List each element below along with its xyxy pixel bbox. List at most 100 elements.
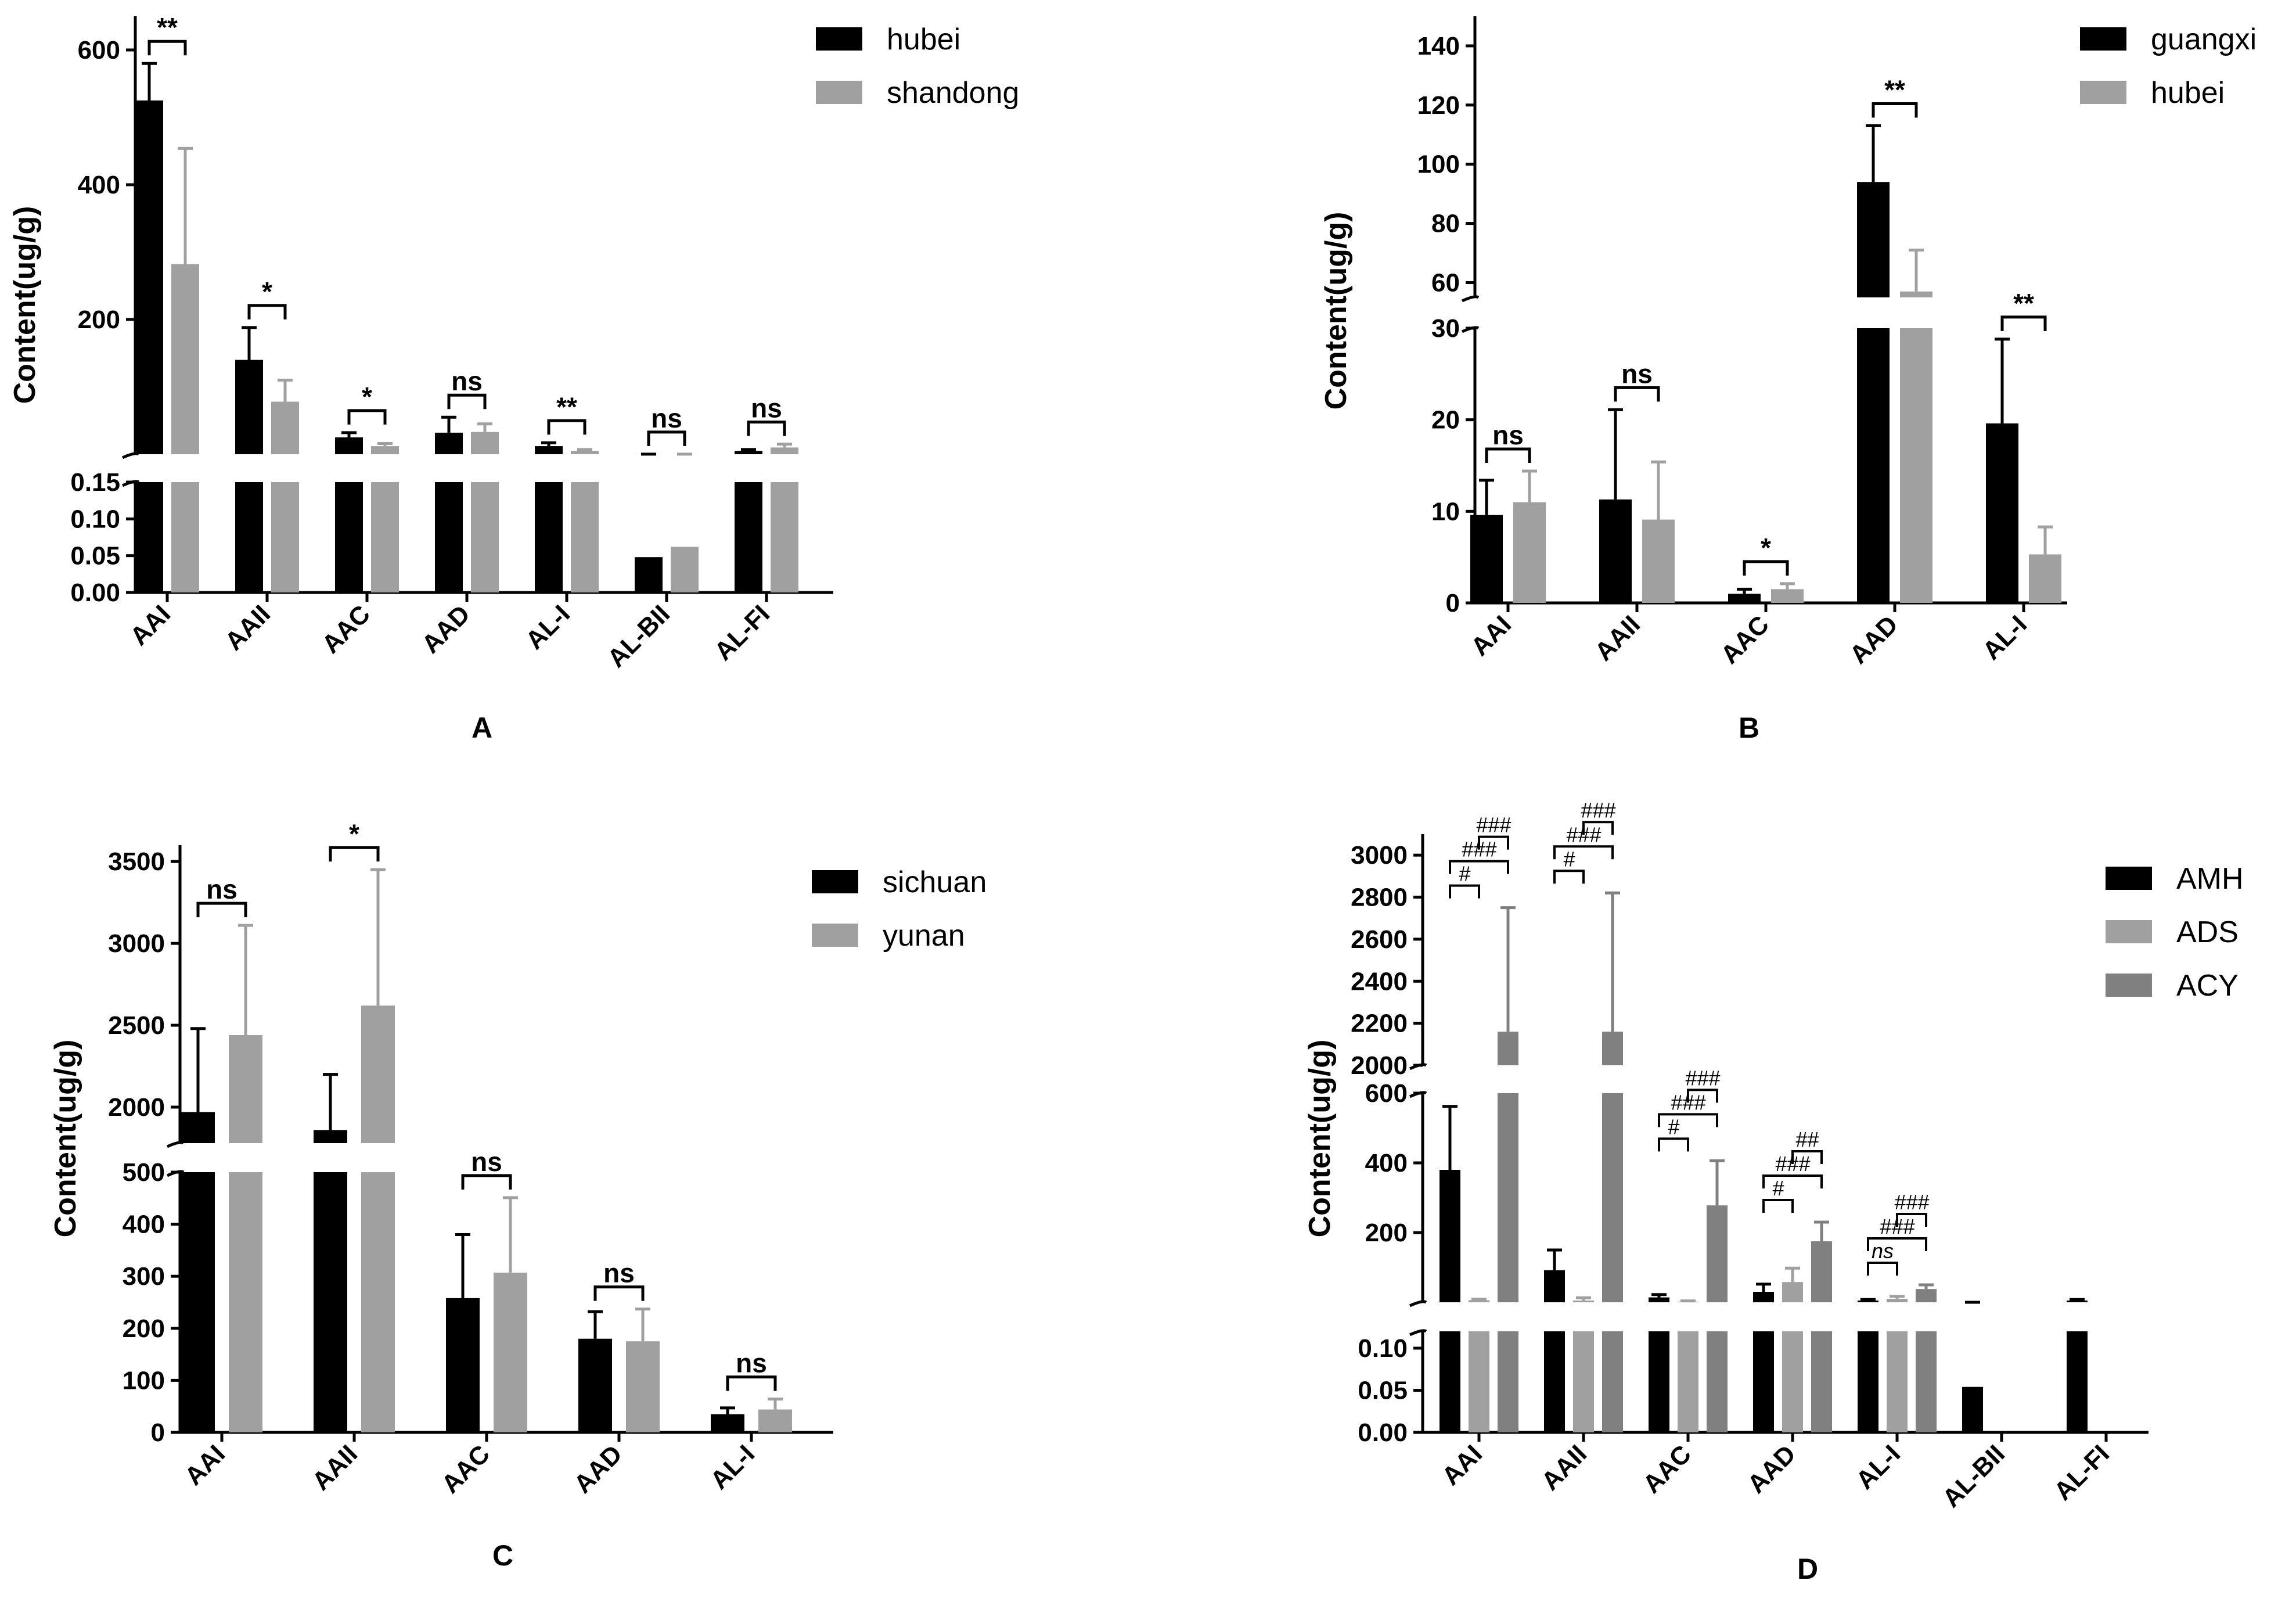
bar-guangxi-aad — [1857, 182, 1890, 297]
y-tick-label: 10 — [1431, 497, 1460, 526]
bar-hubei-al-bii — [635, 557, 663, 592]
bar-hubei-aaii — [235, 360, 263, 454]
panel-label: C — [492, 1539, 513, 1572]
y-axis-title: Content(ug/g) — [1319, 212, 1353, 410]
x-tick-label: AAII — [219, 599, 276, 656]
y-axis-title: Content(ug/g) — [8, 206, 42, 404]
significance-bracket — [1687, 1089, 1718, 1103]
bar-shandong-al-i — [571, 482, 599, 592]
bar-sichuan-aai — [181, 1112, 215, 1143]
y-tick-label: 0.00 — [70, 579, 120, 607]
significance-label: ### — [1685, 1066, 1721, 1090]
bar-hubei-aai — [135, 482, 163, 592]
significance-label: # — [1459, 862, 1471, 886]
bar-acy-aai — [1498, 1093, 1518, 1302]
bar-acy-aaii — [1602, 1093, 1623, 1302]
significance-bracket — [1485, 447, 1531, 463]
significance-bracket — [547, 419, 586, 435]
axis-break-mark — [1409, 1329, 1427, 1337]
y-tick-label: 0 — [151, 1418, 165, 1447]
bar-yunan-aac — [494, 1272, 527, 1432]
significance-label: ## — [1795, 1127, 1819, 1151]
axis-break-mark — [1409, 1063, 1427, 1071]
panel-label: D — [1797, 1553, 1818, 1585]
significance-bracket — [1449, 860, 1509, 874]
bar-shandong-al-fi — [771, 447, 798, 454]
x-tick-label: AAC — [436, 1439, 495, 1499]
legend-label-amh: AMH — [2176, 862, 2244, 896]
significance-bracket — [593, 1285, 645, 1301]
bar-amh-al-fi — [2067, 1331, 2088, 1432]
bar-sichuan-aad — [578, 1338, 612, 1432]
bar-amh-aad — [1753, 1292, 1774, 1302]
legend-swatch-sichuan — [812, 870, 858, 893]
legend: AMH ADS ACY — [2106, 862, 2244, 1003]
y-tick-label: 140 — [1417, 32, 1460, 60]
bar-shandong-aai — [171, 264, 199, 454]
significance-bracket — [1872, 102, 1918, 118]
bar-hubei-aad — [1900, 328, 1932, 603]
significance-bracket — [1743, 560, 1789, 576]
y-tick-label: 80 — [1431, 210, 1460, 238]
axis-break-mark — [1461, 295, 1480, 303]
bar-hubei-aaii — [235, 482, 263, 592]
bar-amh-al-i — [1858, 1331, 1878, 1432]
x-tick-label: AAI — [1437, 1439, 1488, 1490]
significance-label: * — [262, 276, 272, 307]
y-tick-label: 60 — [1431, 269, 1460, 297]
legend-label-acy: ACY — [2176, 969, 2239, 1003]
x-tick-label: AL-BII — [602, 599, 675, 673]
bar-guangxi-aai — [1470, 515, 1503, 603]
significance-label: ns — [1621, 358, 1653, 389]
bar-sichuan-aaii — [314, 1130, 347, 1143]
bar-sichuan-aac — [446, 1298, 480, 1432]
bar-shandong-aaii — [271, 401, 299, 454]
bar-sichuan-al-i — [711, 1414, 744, 1432]
significance-label: ns — [603, 1258, 635, 1288]
y-tick-label: 0.05 — [1358, 1377, 1408, 1405]
legend-label-ads: ADS — [2176, 915, 2239, 949]
bar-shandong-aac — [371, 482, 399, 592]
bar-acy-aai — [1498, 1032, 1518, 1065]
bar-acy-aaii — [1602, 1032, 1623, 1065]
x-tick-label: AAI — [179, 1439, 231, 1490]
bar-acy-al-i — [1916, 1289, 1937, 1302]
significance-bracket — [1658, 1137, 1689, 1152]
x-tick-label: AL-BII — [1937, 1439, 2010, 1513]
bar-yunan-aai — [229, 1035, 262, 1143]
bar-hubei-aai — [135, 100, 163, 454]
significance-bracket — [1867, 1237, 1927, 1251]
bar-shandong-al-i — [571, 451, 599, 454]
significance-bracket — [147, 39, 187, 56]
y-tick-label: 20 — [1431, 406, 1460, 434]
significance-bracket — [196, 901, 247, 918]
x-tick-label: AAD — [1742, 1439, 1801, 1499]
bar-acy-aac — [1707, 1331, 1728, 1432]
y-tick-label: 2400 — [1351, 967, 1408, 996]
x-tick-label: AAC — [1715, 610, 1775, 669]
significance-bracket — [747, 421, 786, 436]
significance-label: ns — [651, 403, 682, 433]
significance-bracket — [726, 1375, 777, 1391]
significance-label: ns — [751, 393, 782, 423]
bar-hubei-aac — [1771, 589, 1804, 603]
x-tick-label: AAD — [416, 599, 476, 659]
y-tick-label: 400 — [1365, 1149, 1408, 1177]
bar-ads-aai — [1469, 1300, 1489, 1302]
y-tick-label: 200 — [78, 306, 120, 334]
bar-yunan-aaii — [361, 1172, 395, 1432]
significance-label: ** — [2013, 288, 2034, 318]
bar-hubei-al-fi — [735, 451, 762, 454]
significance-label: * — [349, 818, 359, 849]
significance-label: ** — [556, 391, 577, 422]
axis-break-mark — [1461, 326, 1480, 333]
bar-yunan-al-i — [758, 1409, 792, 1432]
y-tick-label: 3000 — [108, 929, 165, 958]
significance-label: ns — [451, 366, 483, 396]
bar-guangxi-aaii — [1599, 499, 1632, 603]
axis-break-mark — [1409, 1091, 1427, 1098]
significance-label: * — [1761, 533, 1771, 563]
bar-hubei-aad — [1900, 291, 1932, 297]
y-tick-label: 2000 — [1351, 1051, 1408, 1080]
bar-ads-aai — [1469, 1331, 1489, 1432]
